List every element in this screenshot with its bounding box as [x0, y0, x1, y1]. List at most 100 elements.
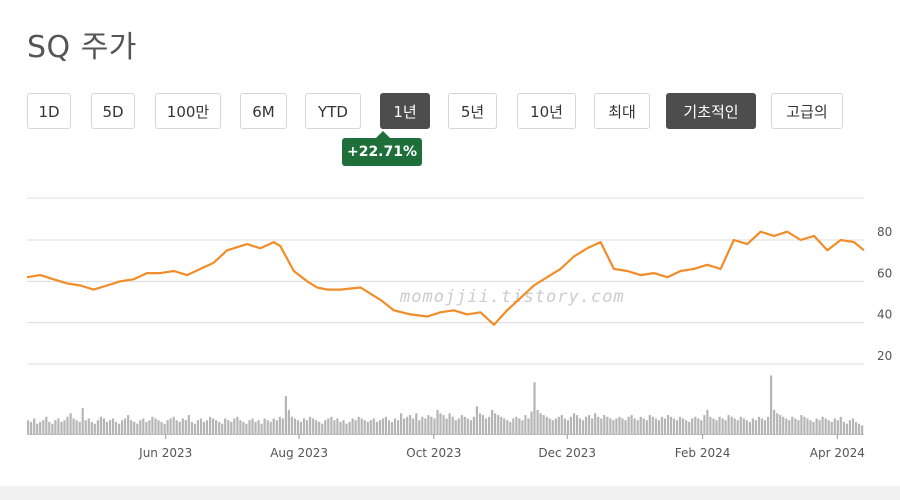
- volume-bar: [27, 420, 30, 434]
- volume-bar: [145, 421, 148, 434]
- volume-bar: [615, 418, 618, 434]
- volume-bar: [439, 413, 442, 434]
- volume-bar: [233, 418, 236, 434]
- volume-bar: [36, 423, 39, 434]
- volume-bar: [736, 420, 739, 434]
- volume-bar: [397, 420, 400, 434]
- range-button-4[interactable]: YTD: [305, 93, 361, 129]
- volume-bar: [124, 418, 127, 434]
- volume-bar: [242, 421, 245, 434]
- volume-bar: [663, 418, 666, 434]
- volume-bar: [393, 418, 397, 434]
- volume-bar: [603, 415, 606, 434]
- volume-bar: [102, 418, 105, 434]
- volume-bar: [763, 420, 767, 434]
- volume-bar: [60, 421, 63, 434]
- range-button-9[interactable]: 기초적인: [666, 93, 756, 129]
- volume-bar: [248, 420, 251, 434]
- volume-bar: [293, 418, 297, 434]
- range-button-7[interactable]: 10년: [517, 93, 576, 129]
- volume-bar: [569, 416, 572, 434]
- range-button-2[interactable]: 100만: [155, 93, 221, 129]
- range-button-6[interactable]: 5년: [448, 93, 497, 129]
- volume-bar: [409, 415, 412, 434]
- volume-bar: [472, 416, 475, 434]
- volume-bar: [542, 415, 545, 434]
- range-button-8[interactable]: 최대: [594, 93, 650, 129]
- volume-bar: [93, 423, 96, 434]
- range-button-3[interactable]: 6M: [240, 93, 287, 129]
- volume-bar: [406, 416, 409, 434]
- volume-bar: [757, 416, 761, 434]
- volume-bar: [342, 420, 345, 434]
- volume-bar: [842, 421, 845, 434]
- volume-bar: [724, 420, 727, 434]
- volume-bar: [290, 416, 293, 434]
- volume-bar: [111, 418, 115, 434]
- volume-bar: [184, 420, 187, 434]
- volume-bar: [830, 421, 833, 434]
- volume-bar: [497, 415, 500, 434]
- volume-bar: [360, 418, 363, 434]
- volume-bar: [621, 418, 624, 434]
- volume-bar: [685, 420, 688, 434]
- volume-bar: [618, 416, 621, 434]
- volume-bar: [451, 416, 454, 434]
- volume-bar: [648, 415, 651, 434]
- volume-bar: [421, 416, 424, 434]
- volume-bar: [202, 421, 206, 434]
- volume-bar: [645, 420, 648, 434]
- volume-bar: [312, 418, 315, 434]
- range-button-1[interactable]: 5D: [91, 93, 135, 129]
- volume-bar: [372, 418, 375, 434]
- volume-bar: [303, 418, 306, 434]
- volume-bar: [166, 420, 169, 434]
- volume-bar: [281, 418, 284, 434]
- volume-bar: [460, 415, 463, 434]
- volume-bar: [39, 421, 42, 434]
- volume-bar: [142, 418, 145, 434]
- volume-bar: [636, 420, 639, 434]
- volume-bar: [351, 418, 354, 434]
- volume-bar: [612, 420, 615, 434]
- footer-strip: [0, 486, 900, 500]
- volume-bar: [239, 420, 242, 434]
- range-button-5[interactable]: 1년: [380, 93, 430, 129]
- volume-bar: [727, 415, 730, 434]
- volume-bar: [114, 421, 118, 434]
- volume-bar: [672, 418, 676, 434]
- volume-bar: [33, 418, 36, 434]
- volume-bar: [551, 420, 554, 434]
- volume-bar: [588, 415, 591, 434]
- volume-bar: [509, 421, 512, 434]
- volume-bar: [824, 418, 827, 434]
- volume-bar: [272, 418, 275, 434]
- volume-bar: [469, 420, 472, 434]
- volume-bar: [773, 409, 776, 434]
- volume-bar: [606, 416, 609, 434]
- volume-bar: [591, 418, 594, 434]
- volume-bar: [600, 418, 603, 434]
- volume-bar: [803, 416, 806, 434]
- volume-bar: [169, 418, 172, 434]
- volume-bar: [639, 416, 642, 434]
- y-tick-label: 60: [877, 266, 892, 280]
- volume-bar: [424, 418, 427, 434]
- range-button-0[interactable]: 1D: [27, 93, 71, 129]
- volume-bar: [503, 418, 506, 434]
- volume-bar: [224, 418, 227, 434]
- volume-bar: [815, 418, 818, 434]
- volume-bar: [442, 415, 445, 434]
- volume-bar: [218, 421, 221, 434]
- volume-bar: [770, 375, 773, 434]
- volume-bar: [854, 421, 858, 434]
- volume-bar: [84, 420, 87, 434]
- volume-bar: [745, 420, 748, 434]
- volume-bar: [433, 418, 436, 434]
- y-tick-label: 20: [877, 349, 892, 363]
- volume-bar: [366, 421, 369, 434]
- volume-bar: [679, 416, 682, 434]
- volume-bar: [369, 420, 372, 434]
- range-button-10[interactable]: 고급의: [771, 93, 843, 129]
- volume-bar: [130, 420, 133, 434]
